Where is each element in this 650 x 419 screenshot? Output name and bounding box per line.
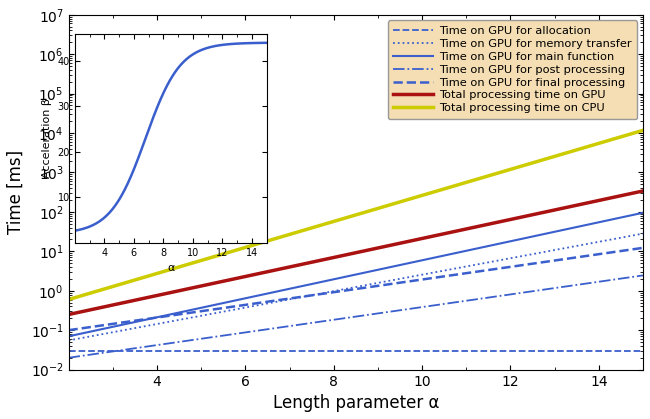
Total processing time on CPU [639,128,647,133]
Time on GPU for post processing [99,350,107,355]
Time on GPU for post processing [590,280,598,285]
Total processing time on GPU [610,195,618,200]
Time on GPU for post processing [639,273,647,278]
Time on GPU for memory transfer [610,236,618,241]
Time on GPU for main function [639,210,647,215]
Time on GPU for memory transfer [218,310,226,315]
Time on GPU for allocation [610,348,618,353]
Total processing time on CPU [610,136,618,141]
Line: Time on GPU for final processing: Time on GPU for final processing [68,248,643,330]
Line: Time on GPU for post processing: Time on GPU for post processing [68,275,643,358]
Total processing time on GPU [64,312,72,317]
Time on GPU for final processing [64,328,72,333]
Line: Time on GPU for main function: Time on GPU for main function [68,213,643,336]
Time on GPU for memory transfer [99,331,107,336]
Line: Time on GPU for memory transfer: Time on GPU for memory transfer [68,233,643,341]
Total processing time on GPU [88,307,96,312]
Line: Total processing time on GPU: Total processing time on GPU [68,191,643,315]
Time on GPU for main function [172,311,179,316]
Total processing time on CPU [99,287,107,292]
Time on GPU for final processing [88,324,96,329]
Time on GPU for main function [88,329,96,334]
Time on GPU for final processing [172,313,179,318]
Time on GPU for memory transfer [172,318,179,323]
Total processing time on GPU [590,199,598,204]
Time on GPU for main function [218,301,226,306]
Time on GPU for post processing [610,277,618,282]
Total processing time on GPU [99,305,107,310]
Total processing time on CPU [88,290,96,295]
Time on GPU for allocation [99,348,107,353]
Time on GPU for main function [590,221,598,226]
Line: Total processing time on CPU: Total processing time on CPU [68,130,643,300]
X-axis label: α: α [167,264,174,274]
Total processing time on GPU [218,279,226,284]
Y-axis label: Acceleration β: Acceleration β [42,98,52,178]
Time on GPU for allocation [88,348,96,353]
Time on GPU for final processing [639,245,647,250]
Time on GPU for final processing [99,323,107,328]
Time on GPU for final processing [218,306,226,311]
Time on GPU for memory transfer [639,231,647,236]
Total processing time on GPU [639,189,647,194]
Time on GPU for allocation [172,348,179,353]
Time on GPU for main function [610,217,618,222]
Time on GPU for post processing [88,352,96,357]
Y-axis label: Time [ms]: Time [ms] [7,150,25,234]
Time on GPU for memory transfer [64,338,72,343]
Time on GPU for post processing [218,334,226,339]
Total processing time on CPU [172,266,179,271]
Legend: Time on GPU for allocation, Time on GPU for memory transfer, Time on GPU for mai: Time on GPU for allocation, Time on GPU … [388,21,638,119]
Total processing time on GPU [172,289,179,294]
Time on GPU for allocation [590,348,598,353]
Time on GPU for main function [99,326,107,331]
Total processing time on CPU [218,252,226,257]
Time on GPU for allocation [218,348,226,353]
Time on GPU for allocation [639,348,647,353]
Time on GPU for post processing [172,340,179,345]
Total processing time on CPU [590,142,598,147]
Time on GPU for final processing [610,249,618,254]
Total processing time on CPU [64,297,72,302]
Time on GPU for post processing [64,355,72,360]
Time on GPU for allocation [64,348,72,353]
X-axis label: Length parameter α: Length parameter α [272,394,439,412]
Time on GPU for main function [64,334,72,339]
Time on GPU for memory transfer [590,240,598,245]
Time on GPU for final processing [590,252,598,257]
Time on GPU for memory transfer [88,334,96,339]
